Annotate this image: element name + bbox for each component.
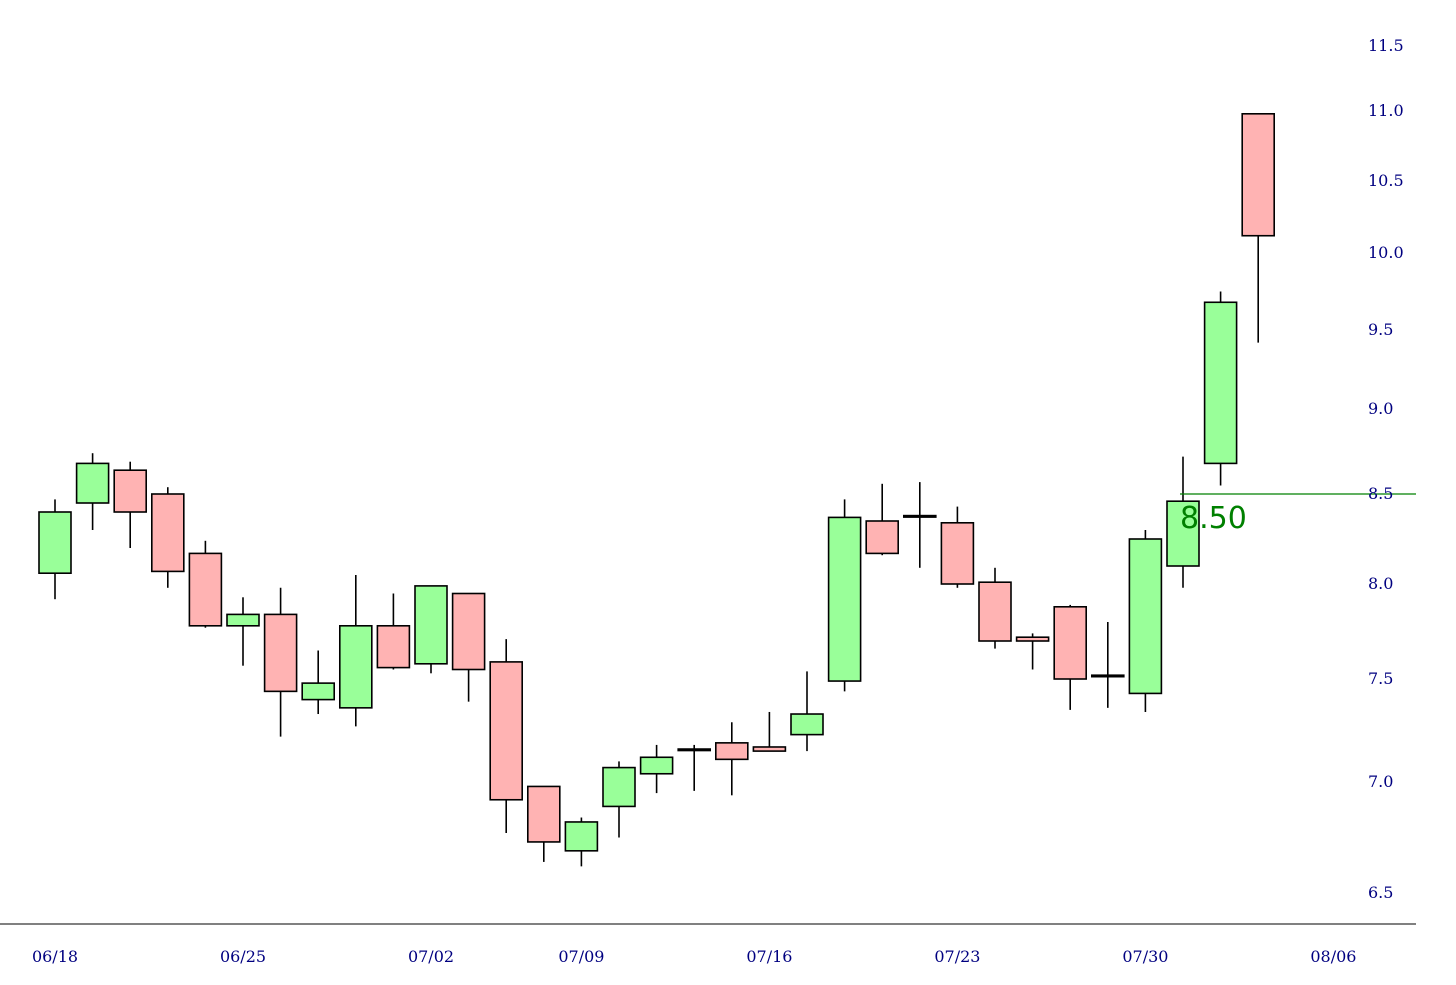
- candle-body-up: [1091, 674, 1125, 678]
- candle-body-down: [978, 581, 1012, 642]
- candle: [451, 592, 486, 702]
- candle-body-up: [564, 821, 599, 852]
- candle-body-up: [677, 748, 712, 752]
- candle-body-up: [226, 613, 260, 627]
- y-tick-label: 6.5: [1368, 883, 1393, 902]
- y-tick-label: 10.0: [1368, 243, 1404, 262]
- candle: [1128, 530, 1163, 712]
- candle: [752, 711, 787, 752]
- candle-body-down: [714, 742, 749, 761]
- candle: [827, 499, 862, 692]
- candle: [1053, 604, 1087, 710]
- candle: [489, 639, 524, 834]
- candle: [526, 785, 561, 862]
- y-axis: 6.5 7.0 7.5 8.0 8.5 9.0 9.5 10.0 10.5 11.0 11.5: [1368, 36, 1404, 902]
- candle-body-up: [1203, 301, 1238, 465]
- candle-body-up: [414, 585, 448, 665]
- y-tick-label: 7.5: [1368, 669, 1393, 688]
- candle: [790, 671, 824, 752]
- candle-body-up: [790, 713, 824, 736]
- x-tick-label: 06/18: [32, 947, 78, 966]
- candle-body-down: [1241, 113, 1275, 237]
- candle-body-down: [188, 552, 223, 627]
- candle-body-down: [451, 592, 486, 671]
- candle: [564, 817, 599, 867]
- candle: [677, 744, 712, 791]
- candle: [865, 483, 900, 556]
- y-tick-label: 9.5: [1368, 320, 1393, 339]
- candles-layer: [38, 113, 1275, 867]
- candle-body-down: [1053, 605, 1087, 680]
- y-tick-label: 11.5: [1368, 36, 1404, 55]
- candle-body-down: [865, 520, 900, 555]
- reference-line-label: 8.50: [1180, 501, 1247, 536]
- y-tick-label: 7.0: [1368, 772, 1393, 791]
- candle: [978, 567, 1012, 649]
- candle-body-up: [38, 511, 72, 575]
- candle: [301, 650, 336, 715]
- candle: [263, 587, 298, 737]
- candle-body-down: [1015, 636, 1050, 642]
- candle-body-up: [301, 682, 336, 701]
- candle-body-down: [151, 493, 185, 573]
- x-tick-label: 06/25: [220, 947, 266, 966]
- candle: [1241, 113, 1275, 343]
- candle-body-up: [902, 514, 937, 518]
- candle-body-down: [752, 746, 787, 752]
- candle: [714, 722, 749, 796]
- x-tick-label: 07/09: [558, 947, 604, 966]
- x-tick-label: 07/16: [746, 947, 792, 966]
- candle: [902, 482, 937, 568]
- candle: [226, 597, 260, 666]
- candle: [1015, 633, 1050, 670]
- candle-body-up: [1166, 500, 1200, 567]
- candle: [338, 575, 373, 727]
- y-tick-label: 8.5: [1368, 484, 1393, 503]
- candle-body-up: [338, 624, 373, 709]
- candle-body-down: [489, 661, 524, 801]
- candle: [414, 585, 448, 674]
- candle-body-up: [602, 766, 636, 808]
- x-tick-label: 08/06: [1310, 947, 1356, 966]
- candle-body-up: [75, 462, 110, 504]
- candle: [38, 499, 72, 600]
- candle: [602, 761, 636, 838]
- y-tick-label: 10.5: [1368, 171, 1404, 190]
- candle: [639, 744, 674, 794]
- candle-body-down: [376, 624, 411, 669]
- candle: [1091, 622, 1125, 708]
- candle: [75, 453, 110, 530]
- x-axis: 06/18 06/25 07/02 07/09 07/16 07/23 07/30 08/06: [32, 947, 1357, 966]
- y-tick-label: 9.0: [1368, 399, 1393, 418]
- candle: [940, 506, 975, 588]
- candle-body-up: [639, 756, 674, 775]
- candle-body-up: [827, 516, 862, 682]
- candle: [113, 461, 147, 548]
- reference-line-layer: 8.50: [1180, 493, 1416, 536]
- y-tick-label: 8.0: [1368, 574, 1393, 593]
- candle-body-down: [263, 613, 298, 693]
- x-tick-label: 07/30: [1122, 947, 1168, 966]
- y-tick-label: 11.0: [1368, 101, 1404, 120]
- candle: [376, 593, 411, 670]
- candle-body-down: [113, 469, 147, 513]
- x-tick-label: 07/23: [934, 947, 980, 966]
- candle-body-up: [1128, 538, 1163, 695]
- x-tick-label: 07/02: [408, 947, 454, 966]
- candle: [1203, 291, 1238, 486]
- candle: [1166, 456, 1200, 588]
- candle: [188, 540, 223, 628]
- candle-body-down: [526, 785, 561, 843]
- candle: [151, 487, 185, 588]
- candle-body-down: [940, 521, 975, 585]
